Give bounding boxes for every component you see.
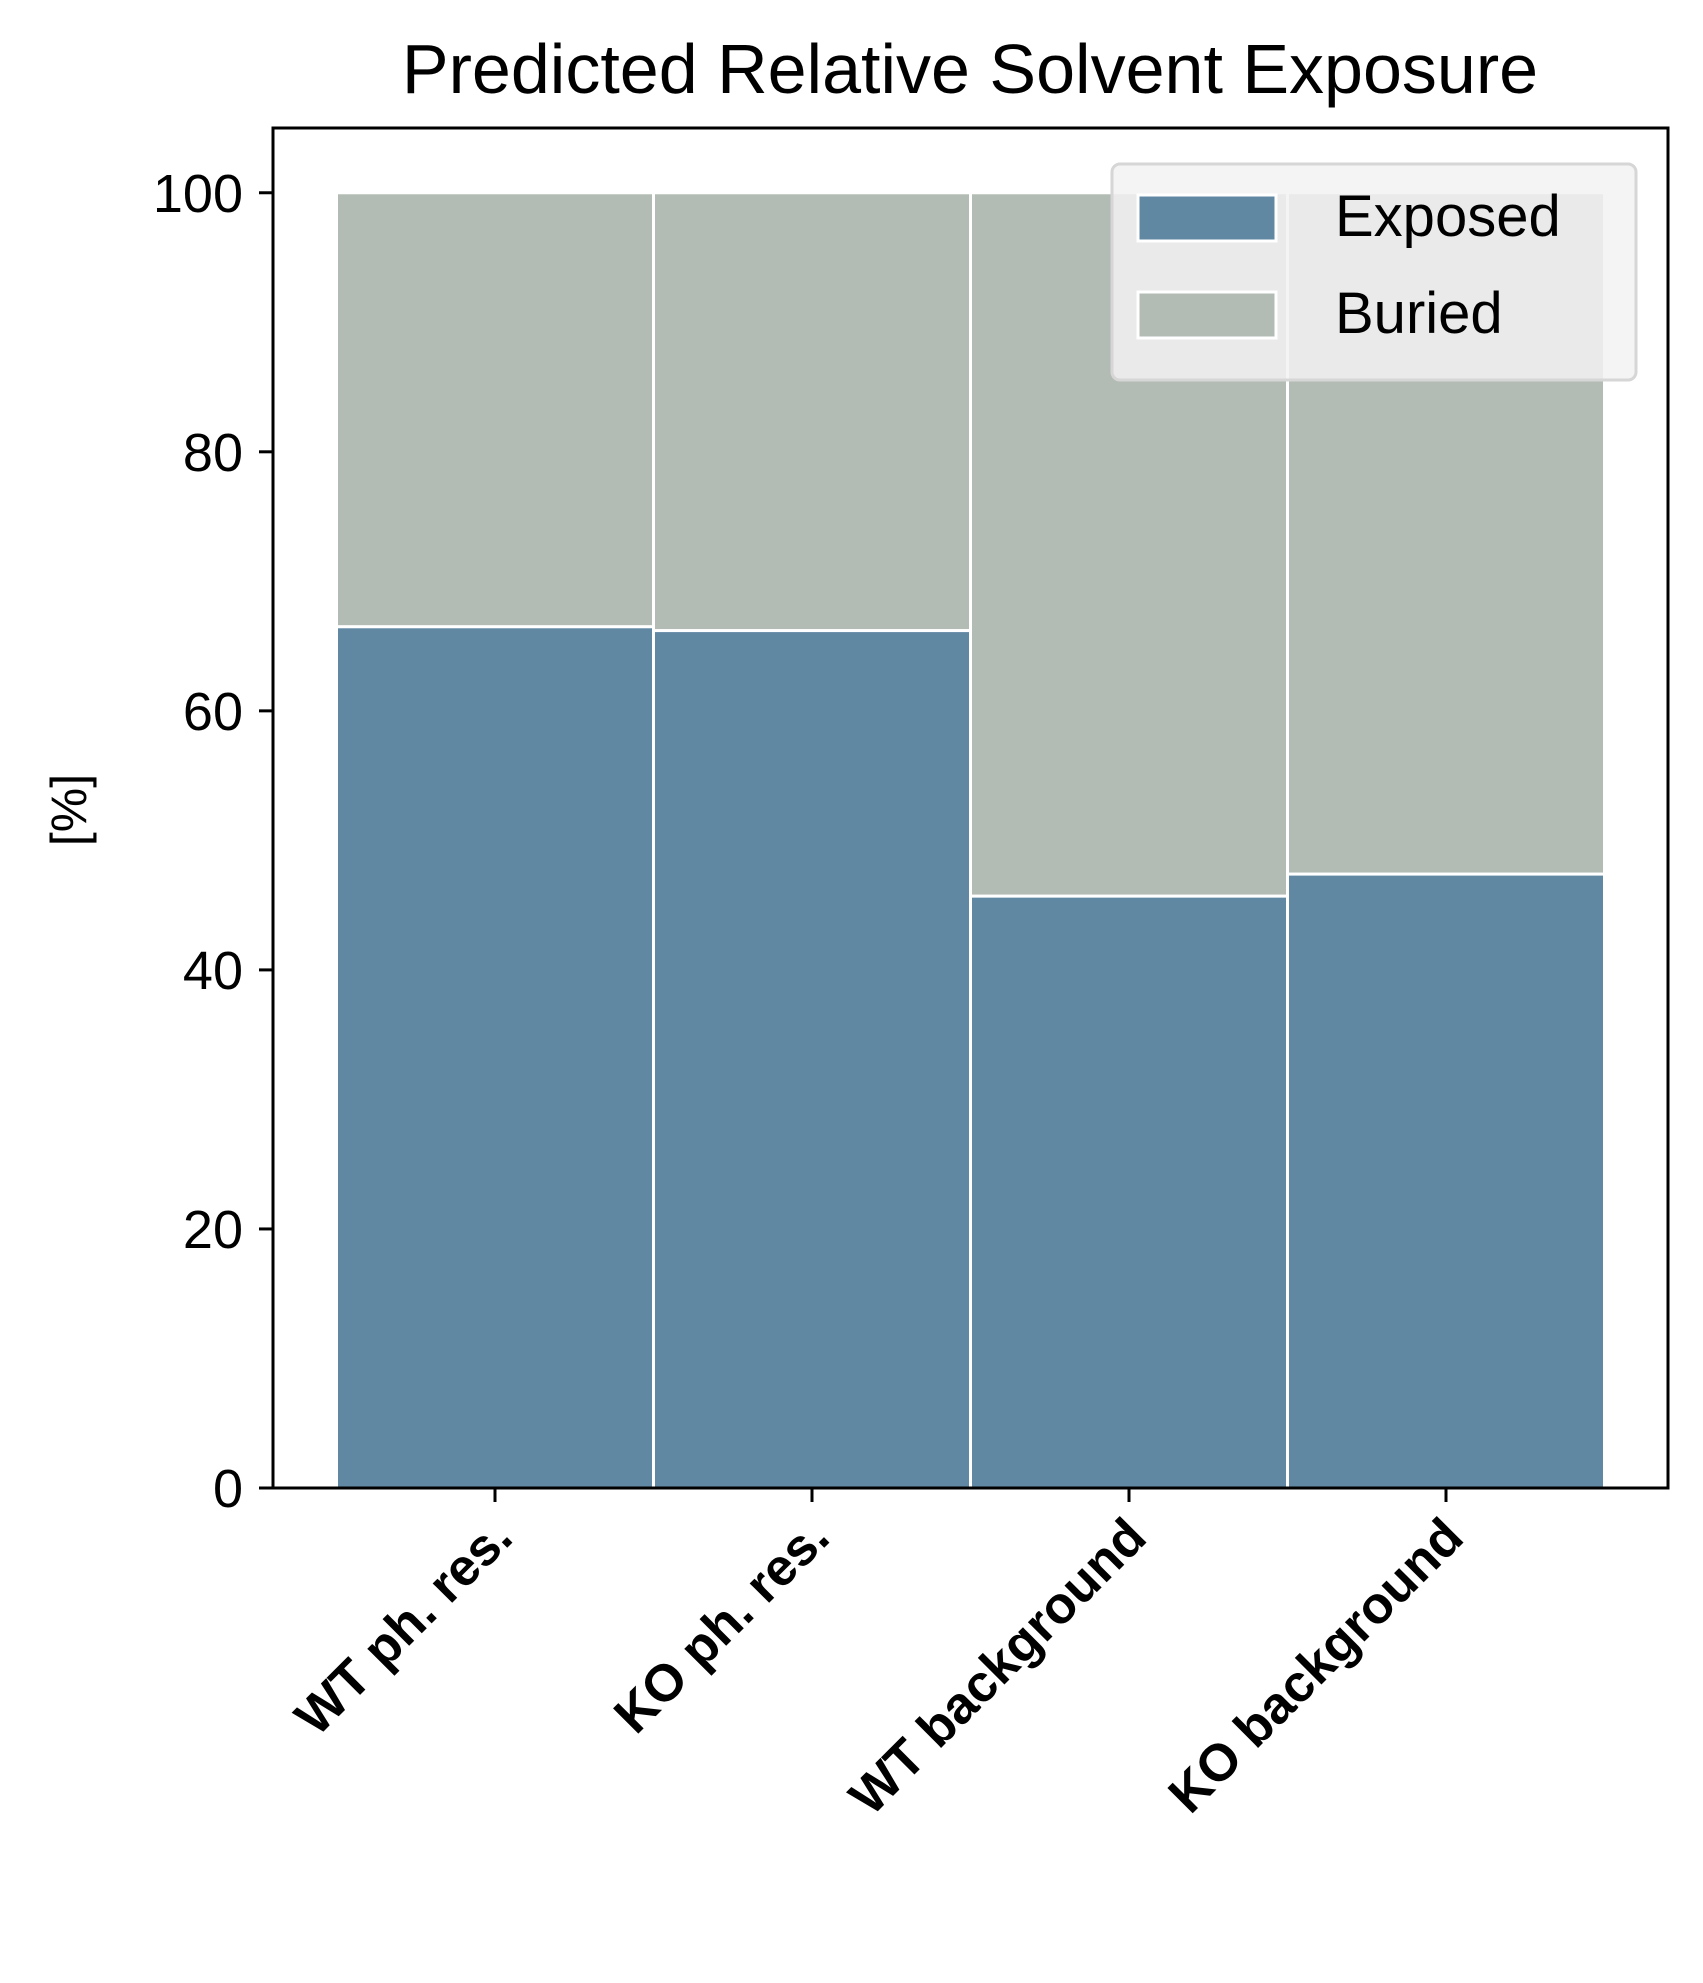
x-tick-label: KO background [1158,1507,1475,1824]
bar-exposed-3 [969,894,1289,1490]
y-tick-label: 100 [153,164,243,224]
bar-exposed-2 [652,629,972,1490]
legend-label-exposed: Exposed [1335,184,1561,249]
legend-label-buried: Buried [1335,281,1503,346]
bars-group [335,191,1606,1490]
x-tick-label: KO ph. res. [603,1507,840,1744]
bar-exposed-1 [335,625,655,1490]
legend-swatch-buried [1136,290,1278,340]
x-tick-label: WT background [839,1507,1158,1826]
y-axis-label: [%] [41,774,97,846]
y-tick-label: 20 [183,1200,243,1260]
chart-title: Predicted Relative Solvent Exposure [402,30,1538,108]
legend: Exposed Buried [1110,162,1638,382]
y-tick-label: 40 [183,941,243,1001]
legend-swatch-exposed [1136,193,1278,243]
x-tick-label: WT ph. res. [284,1507,523,1746]
bar-buried-2 [652,191,972,633]
y-tick-label: 0 [213,1459,243,1519]
bar-exposed-4 [1286,872,1606,1490]
bar-buried-1 [335,191,655,629]
y-tick-label: 60 [183,682,243,742]
y-tick-label: 80 [183,423,243,483]
plot-frame [271,126,1670,1490]
